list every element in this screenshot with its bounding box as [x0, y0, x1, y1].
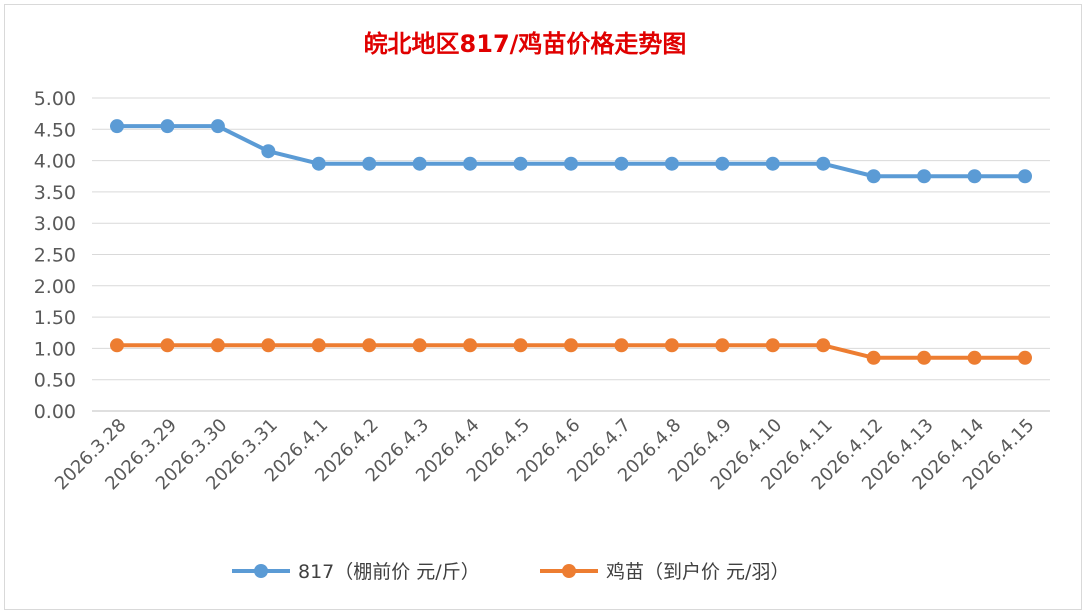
legend-entry-1: 817（棚前价 元/斤）	[232, 561, 480, 583]
data-point	[362, 338, 377, 353]
data-point	[513, 156, 528, 171]
data-point	[967, 169, 982, 184]
y-tick-label: 3.00	[34, 213, 76, 235]
data-point	[816, 338, 831, 353]
data-point	[210, 119, 225, 134]
data-point	[866, 350, 881, 365]
data-point	[362, 156, 377, 171]
y-tick-label: 2.00	[34, 276, 76, 298]
data-point	[614, 156, 629, 171]
data-point	[664, 338, 679, 353]
y-axis-ticks: 0.00 0.50 1.00 1.50 2.00 2.50 3.00 3.50 4.00 4.50…	[34, 88, 76, 423]
y-tick-label: 4.50	[34, 119, 76, 141]
legend-swatch-marker	[254, 564, 268, 578]
data-point	[866, 169, 881, 184]
y-tick-label: 1.00	[34, 338, 76, 360]
data-point	[715, 338, 730, 353]
data-point	[311, 338, 326, 353]
legend-label: 鸡苗（到户价 元/羽）	[606, 561, 789, 583]
y-tick-label: 1.50	[34, 307, 76, 329]
data-point	[715, 156, 730, 171]
data-point	[261, 144, 276, 159]
data-point	[110, 119, 124, 134]
y-tick-label: 5.00	[34, 88, 76, 110]
data-point	[463, 338, 478, 353]
data-point	[564, 338, 578, 353]
y-tick-label: 4.00	[34, 151, 76, 173]
data-point	[967, 350, 982, 365]
data-point	[412, 156, 427, 171]
data-point	[917, 169, 932, 184]
y-tick-label: 0.00	[34, 401, 76, 423]
data-point	[412, 338, 427, 353]
data-point	[564, 156, 578, 171]
legend-entry-2: 鸡苗（到户价 元/羽）	[540, 561, 789, 583]
data-point	[1018, 350, 1032, 365]
data-point	[311, 156, 326, 171]
legend-label: 817（棚前价 元/斤）	[298, 561, 480, 583]
data-point	[614, 338, 629, 353]
data-point	[160, 338, 175, 353]
y-tick-label: 2.50	[34, 245, 76, 267]
series-1	[110, 119, 1032, 184]
data-point	[210, 338, 225, 353]
y-tick-label: 0.50	[34, 370, 76, 392]
series-2	[110, 338, 1032, 365]
data-point	[664, 156, 679, 171]
legend-swatch-marker	[562, 564, 576, 578]
data-point	[513, 338, 528, 353]
data-point	[160, 119, 175, 134]
data-point	[917, 350, 932, 365]
chart-title: 皖北地区817/鸡苗价格走势图	[364, 30, 687, 58]
data-point	[261, 338, 276, 353]
data-point	[110, 338, 124, 353]
data-point	[1018, 169, 1032, 184]
series-layer	[110, 119, 1032, 365]
y-tick-label: 3.50	[34, 182, 76, 204]
data-point	[816, 156, 831, 171]
chart-area	[4, 4, 1082, 610]
data-point	[463, 156, 478, 171]
data-point	[765, 156, 780, 171]
x-axis-ticks: 2026.3.282026.3.292026.3.302026.3.312026…	[51, 415, 1039, 495]
data-point	[765, 338, 780, 353]
grid-lines	[92, 97, 1050, 412]
legend: 817（棚前价 元/斤） 鸡苗（到户价 元/羽）	[232, 561, 789, 583]
